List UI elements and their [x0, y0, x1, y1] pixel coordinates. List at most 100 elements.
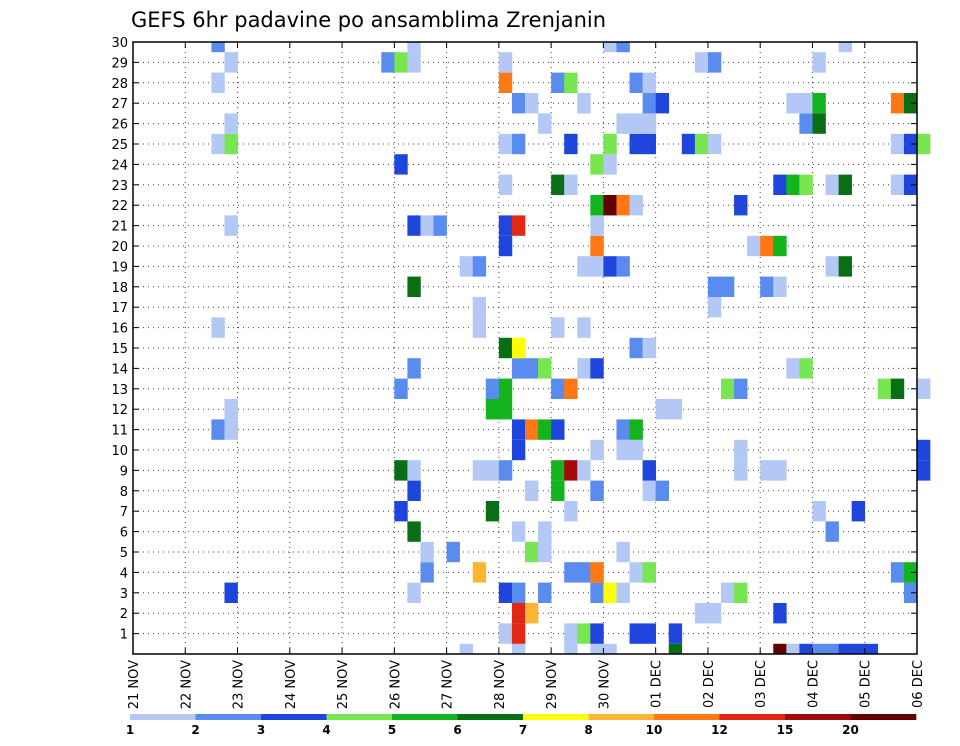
member-cell [642, 113, 656, 134]
member-cell [681, 133, 696, 155]
member-cell [538, 541, 552, 563]
member-cell [511, 643, 526, 654]
member-cell [838, 42, 852, 53]
member-cell [629, 562, 643, 583]
member-cell [590, 623, 604, 644]
member-cell [799, 358, 813, 379]
member-cell [903, 133, 918, 155]
member-cell [525, 358, 539, 379]
member-cell [498, 174, 513, 195]
member-cell [616, 42, 630, 53]
y-tick-label: 14 [111, 362, 128, 377]
member-cell [511, 337, 526, 359]
member-cell [786, 93, 800, 114]
member-cell [564, 623, 578, 644]
member-cell [459, 643, 474, 654]
member-cell [616, 113, 630, 134]
member-cell [838, 643, 852, 654]
member-cell [394, 501, 408, 522]
y-tick-label: 22 [111, 199, 128, 214]
member-cell [551, 317, 565, 338]
x-tick-label: 05 DEC [859, 660, 874, 708]
x-tick-label: 24 NOV [284, 660, 299, 709]
member-cell [590, 256, 604, 277]
member-cell [642, 337, 656, 359]
member-cell [721, 276, 735, 297]
member-cell [511, 93, 526, 114]
member-cell [511, 582, 526, 603]
member-cell [224, 215, 238, 236]
member-cell [590, 235, 604, 257]
member-cell [498, 378, 513, 399]
member-cell [707, 52, 722, 73]
member-cell [525, 419, 539, 440]
member-cell [760, 460, 774, 481]
member-cell [917, 439, 931, 461]
x-tick-label: 06 DEC [911, 660, 926, 708]
member-cell [917, 133, 931, 155]
y-tick-label: 27 [111, 97, 128, 112]
member-cell [407, 480, 421, 501]
y-tick-label: 29 [111, 56, 128, 71]
y-tick-label: 6 [120, 526, 128, 541]
member-cell [734, 439, 748, 461]
member-cell [825, 643, 839, 654]
member-cell [629, 195, 643, 216]
member-cell [864, 643, 879, 654]
x-tick-label: 25 NOV [336, 660, 351, 709]
member-cell [851, 643, 866, 654]
colorbar-swatch [654, 714, 720, 720]
colorbar-label: 3 [257, 723, 265, 737]
member-cell [551, 72, 565, 93]
member-cell [799, 643, 813, 654]
member-cell [577, 358, 591, 379]
x-tick-label: 04 DEC [806, 660, 821, 708]
member-cell [472, 317, 487, 338]
member-cell [629, 337, 643, 359]
member-cell [629, 72, 643, 93]
member-cell [642, 133, 656, 155]
member-cell [773, 603, 787, 624]
member-cell [616, 195, 630, 216]
member-cell [903, 174, 918, 195]
member-cell [786, 174, 800, 195]
x-tick-label: 21 NOV [127, 660, 142, 709]
x-tick-label: 29 NOV [545, 660, 560, 709]
chart-title: GEFS 6hr padavine po ansamblima Zrenjani… [131, 8, 606, 32]
member-cell [786, 643, 800, 654]
member-cell [407, 42, 421, 53]
member-cell [577, 460, 591, 481]
member-cell [407, 582, 421, 603]
member-cell [629, 439, 643, 461]
colorbar-swatch [719, 714, 786, 720]
x-tick-label: 02 DEC [702, 660, 717, 708]
member-cell [707, 133, 722, 155]
member-cell [407, 358, 421, 379]
member-cell [903, 582, 918, 603]
x-axis: 21 NOV 22 NOV 23 NOV 24 NOV 25 NOV 26 NOV 27 N… [127, 42, 926, 709]
x-tick-label: 01 DEC [650, 660, 665, 708]
member-cell [590, 562, 604, 583]
member-cell [394, 154, 408, 175]
member-cell [511, 439, 526, 461]
member-cell [917, 460, 931, 481]
y-tick-label: 7 [120, 505, 128, 520]
member-cell [734, 378, 748, 399]
y-tick-label: 2 [120, 607, 128, 622]
member-cell [603, 643, 617, 654]
colorbar: 1 2 3 4 5 6 7 8 10 12 15 20 [126, 714, 917, 737]
member-cell [564, 174, 578, 195]
member-cell [577, 562, 591, 583]
member-cell [616, 256, 630, 277]
colorbar-swatch [523, 714, 589, 720]
x-tick-label: 03 DEC [754, 660, 769, 708]
member-cell [747, 235, 761, 257]
member-cell [577, 317, 591, 338]
member-cell [812, 93, 826, 114]
member-cell [511, 521, 526, 542]
y-tick-label: 20 [111, 240, 128, 255]
member-cell [224, 419, 238, 440]
member-cell [642, 480, 656, 501]
member-cell [551, 378, 565, 399]
member-cell [812, 52, 826, 73]
